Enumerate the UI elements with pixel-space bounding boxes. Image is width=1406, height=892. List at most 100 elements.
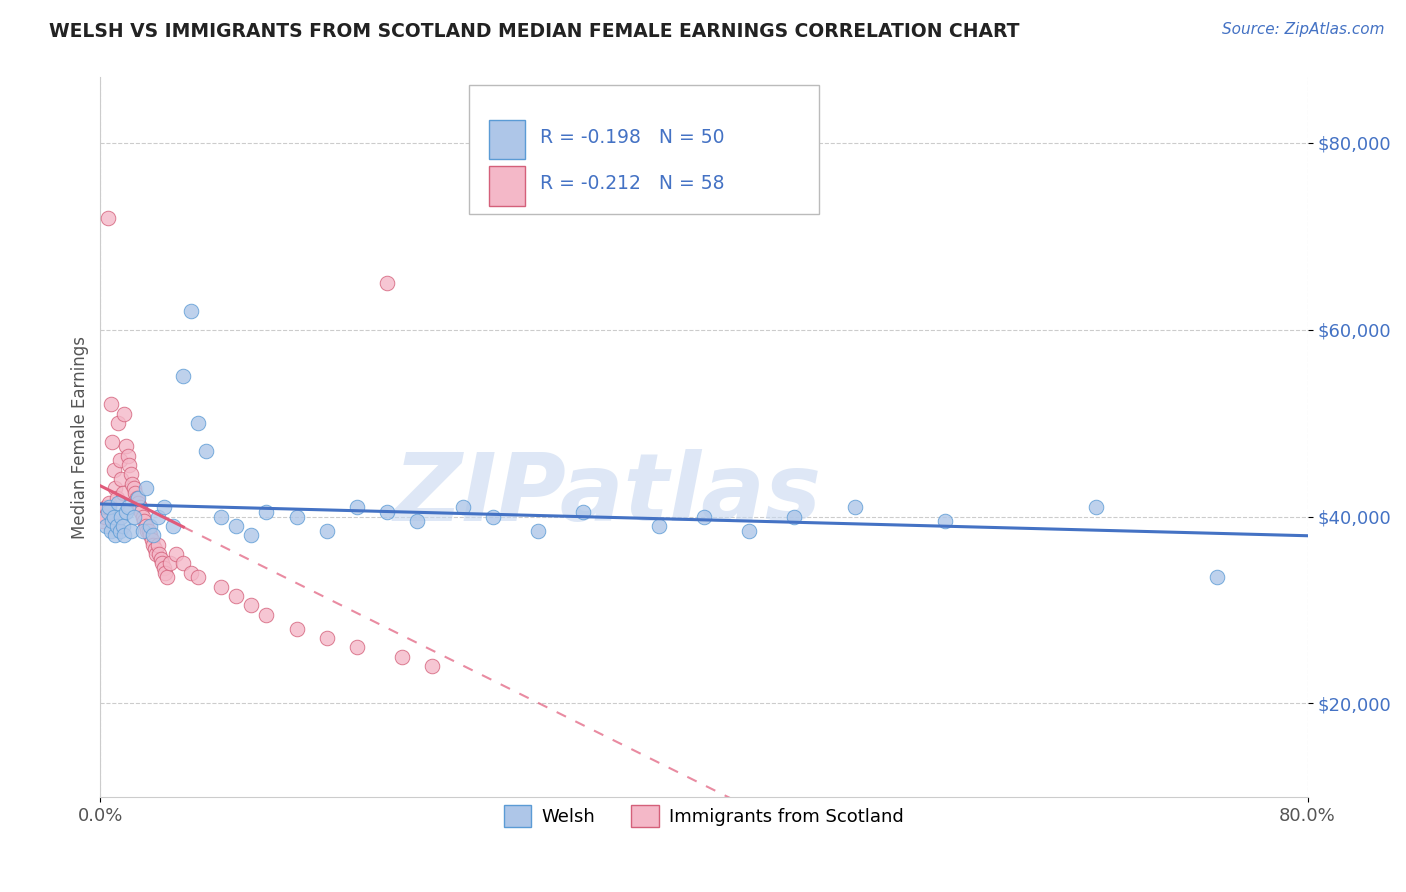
Point [240, 528, 263, 542]
Point [225, 519, 247, 533]
Point [98, 500, 121, 515]
Point [97, 211, 120, 225]
Point [100, 397, 122, 411]
Point [138, 524, 160, 538]
Point [139, 528, 162, 542]
Point [121, 476, 143, 491]
Point [117, 500, 139, 515]
Point [142, 537, 165, 551]
Point [105, 519, 128, 533]
Point [165, 547, 187, 561]
Point [1085, 500, 1108, 515]
Point [346, 640, 368, 655]
Point [172, 369, 194, 384]
Point [131, 524, 153, 538]
Text: R = -0.198   N = 50: R = -0.198 N = 50 [540, 128, 724, 146]
Point [159, 556, 181, 570]
Point [844, 500, 866, 515]
Point [375, 505, 398, 519]
Point [117, 449, 139, 463]
Point [195, 444, 218, 458]
Point [406, 514, 429, 528]
Bar [489, 120, 526, 160]
Point [254, 505, 277, 519]
Point [108, 453, 131, 467]
Point [572, 505, 595, 519]
Point [124, 486, 146, 500]
Point [135, 482, 157, 496]
Point [118, 458, 141, 472]
Point [96, 500, 118, 515]
Point [225, 589, 247, 603]
Text: WELSH VS IMMIGRANTS FROM SCOTLAND MEDIAN FEMALE EARNINGS CORRELATION CHART: WELSH VS IMMIGRANTS FROM SCOTLAND MEDIAN… [49, 22, 1019, 41]
Point [131, 509, 153, 524]
Point [738, 524, 761, 538]
Point [115, 505, 138, 519]
Point [103, 463, 125, 477]
Point [122, 482, 145, 496]
Point [149, 551, 172, 566]
Point [693, 509, 716, 524]
Point [346, 500, 368, 515]
Point [93, 514, 115, 528]
Point [103, 509, 125, 524]
Point [783, 509, 806, 524]
Point [120, 524, 142, 538]
Point [315, 631, 337, 645]
Point [127, 495, 149, 509]
Text: ZIPatlas: ZIPatlas [394, 449, 821, 541]
Point [114, 528, 136, 542]
Point [110, 509, 132, 524]
Point [125, 491, 148, 505]
Point [107, 495, 129, 509]
Point [110, 472, 132, 486]
Point [94, 509, 117, 524]
Point [115, 440, 138, 454]
Bar [489, 166, 526, 206]
FancyBboxPatch shape [468, 85, 818, 214]
Point [146, 509, 169, 524]
Point [107, 416, 129, 430]
Point [481, 509, 503, 524]
Point [97, 505, 120, 519]
Point [100, 524, 122, 538]
Point [162, 519, 184, 533]
Point [101, 514, 124, 528]
Point [180, 304, 202, 318]
Point [172, 556, 194, 570]
Point [285, 509, 308, 524]
Point [111, 486, 134, 500]
Point [145, 547, 167, 561]
Point [108, 524, 131, 538]
Point [104, 482, 127, 496]
Point [152, 561, 174, 575]
Point [141, 533, 163, 547]
Point [1206, 570, 1229, 584]
Point [647, 519, 669, 533]
Point [146, 537, 169, 551]
Point [209, 509, 232, 524]
Point [120, 467, 142, 482]
Point [187, 570, 209, 584]
Point [148, 547, 170, 561]
Point [180, 566, 202, 580]
Point [114, 407, 136, 421]
Point [143, 542, 166, 557]
Point [136, 524, 159, 538]
Point [240, 599, 263, 613]
Point [451, 500, 474, 515]
Point [375, 276, 398, 290]
Point [142, 528, 165, 542]
Y-axis label: Median Female Earnings: Median Female Earnings [72, 335, 89, 539]
Point [150, 556, 173, 570]
Point [152, 500, 174, 515]
Point [420, 659, 443, 673]
Point [285, 622, 308, 636]
Text: R = -0.212   N = 58: R = -0.212 N = 58 [540, 174, 724, 193]
Point [101, 434, 124, 449]
Point [155, 566, 177, 580]
Point [135, 519, 157, 533]
Point [209, 580, 232, 594]
Point [111, 519, 134, 533]
Point [98, 495, 121, 509]
